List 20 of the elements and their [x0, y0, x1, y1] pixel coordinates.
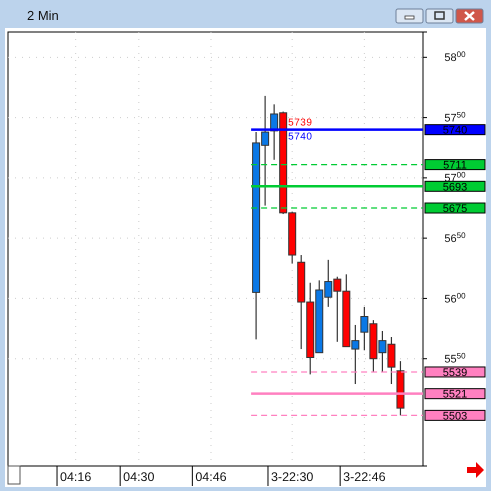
x-tick-label: 04:30 — [123, 470, 155, 484]
ref-line-label: 5503 — [442, 410, 468, 422]
annotation: 5740 — [288, 132, 312, 143]
x-tick-label: 04:16 — [60, 470, 92, 484]
x-tick-label: 3-22:46 — [343, 470, 386, 484]
ref-line-label: 5675 — [442, 203, 468, 216]
annotation: 5739 — [288, 118, 312, 129]
y-tick-label: 56$^{50}$ — [444, 230, 466, 245]
ref-line-label: 5711 — [443, 160, 467, 172]
y-tick-label: 56$^{00}$ — [444, 290, 466, 306]
ref-line-label: 5539 — [442, 366, 468, 379]
x-tick-label: 3-22:30 — [270, 470, 314, 484]
ref-line-label: 5521 — [442, 388, 468, 401]
chart-title: 2 Min — [27, 8, 59, 23]
y-tick-label: 55$^{50}$ — [444, 351, 466, 366]
y-tick-label: 58$^{00}$ — [444, 50, 466, 64]
y-tick-label: 57$^{50}$ — [444, 110, 466, 124]
ref-line-label: 5740 — [442, 124, 468, 137]
x-tick-label: 04:46 — [195, 470, 227, 484]
ref-line-label: 5693 — [442, 181, 468, 194]
